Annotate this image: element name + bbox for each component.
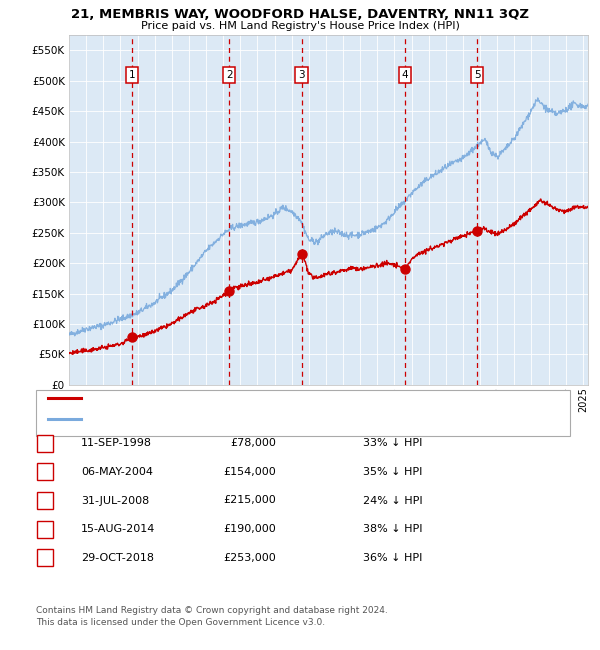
Text: 15-AUG-2014: 15-AUG-2014 [81, 524, 155, 534]
Text: 3: 3 [41, 495, 49, 506]
Text: 4: 4 [402, 70, 409, 80]
Text: 5: 5 [474, 70, 481, 80]
Text: £78,000: £78,000 [230, 438, 276, 448]
Text: 33% ↓ HPI: 33% ↓ HPI [363, 438, 422, 448]
Text: 06-MAY-2004: 06-MAY-2004 [81, 467, 153, 477]
Text: 29-OCT-2018: 29-OCT-2018 [81, 552, 154, 563]
Text: 24% ↓ HPI: 24% ↓ HPI [363, 495, 422, 506]
Text: 31-JUL-2008: 31-JUL-2008 [81, 495, 149, 506]
Text: 2: 2 [41, 467, 49, 477]
Text: Contains HM Land Registry data © Crown copyright and database right 2024.
This d: Contains HM Land Registry data © Crown c… [36, 606, 388, 627]
Text: £253,000: £253,000 [223, 552, 276, 563]
Text: 38% ↓ HPI: 38% ↓ HPI [363, 524, 422, 534]
Text: £215,000: £215,000 [223, 495, 276, 506]
Text: Price paid vs. HM Land Registry's House Price Index (HPI): Price paid vs. HM Land Registry's House … [140, 21, 460, 31]
Text: 21, MEMBRIS WAY, WOODFORD HALSE, DAVENTRY, NN11 3QZ: 21, MEMBRIS WAY, WOODFORD HALSE, DAVENTR… [71, 8, 529, 21]
Text: 21, MEMBRIS WAY, WOODFORD HALSE, DAVENTRY, NN11 3QZ (detached house): 21, MEMBRIS WAY, WOODFORD HALSE, DAVENTR… [84, 393, 485, 404]
Text: 4: 4 [41, 524, 49, 534]
Text: 1: 1 [41, 438, 49, 448]
Text: £190,000: £190,000 [223, 524, 276, 534]
Text: 1: 1 [129, 70, 136, 80]
Text: 35% ↓ HPI: 35% ↓ HPI [363, 467, 422, 477]
Text: 11-SEP-1998: 11-SEP-1998 [81, 438, 152, 448]
Text: 3: 3 [298, 70, 305, 80]
Text: £154,000: £154,000 [223, 467, 276, 477]
Text: 36% ↓ HPI: 36% ↓ HPI [363, 552, 422, 563]
Text: HPI: Average price, detached house, West Northamptonshire: HPI: Average price, detached house, West… [84, 414, 386, 424]
Text: 5: 5 [41, 552, 49, 563]
Text: 2: 2 [226, 70, 232, 80]
